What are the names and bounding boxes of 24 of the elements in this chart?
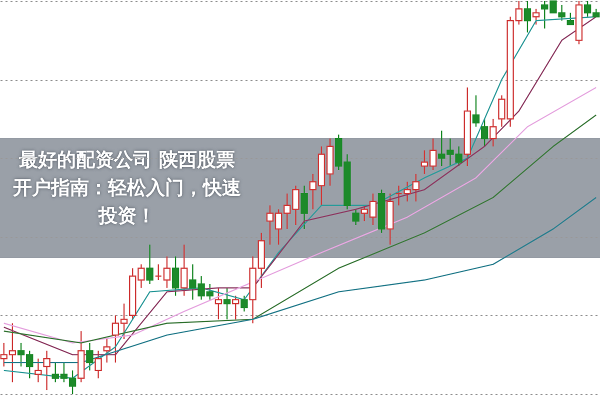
candlestick bbox=[163, 256, 171, 288]
candlestick bbox=[34, 358, 42, 383]
candlestick bbox=[223, 287, 231, 320]
candlestick bbox=[86, 342, 94, 372]
candlestick bbox=[180, 244, 188, 296]
candlestick bbox=[103, 338, 110, 364]
candlestick bbox=[214, 287, 222, 320]
candlestick bbox=[472, 94, 480, 128]
candlestick bbox=[43, 350, 50, 391]
candlestick bbox=[352, 208, 360, 226]
candlestick bbox=[232, 295, 240, 320]
candlestick bbox=[524, 0, 532, 34]
candlestick bbox=[172, 256, 180, 296]
candlestick bbox=[395, 185, 402, 206]
candlestick bbox=[480, 118, 488, 148]
candlestick bbox=[566, 12, 574, 26]
candlestick bbox=[532, 8, 540, 26]
candlestick bbox=[146, 244, 154, 285]
candlestick bbox=[240, 295, 248, 312]
candlestick bbox=[154, 264, 162, 281]
candlestick bbox=[490, 118, 497, 148]
candlestick bbox=[300, 185, 308, 230]
candlestick bbox=[94, 350, 102, 379]
text: 最好的配资公司 陕西股票开户指南：轻松入门，快速投资！ bbox=[12, 148, 242, 229]
